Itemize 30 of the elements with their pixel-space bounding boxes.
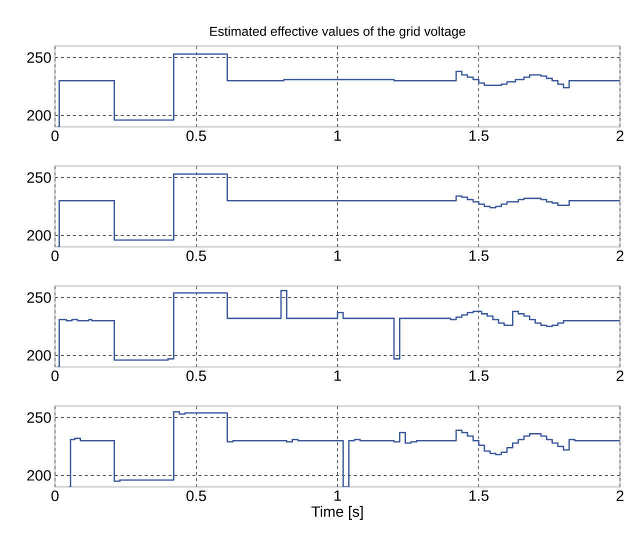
y-tick-label: 250 [27,292,51,303]
y-tick-label: 200 [27,470,51,481]
x-tick-label: 0.5 [186,490,206,502]
x-tick-label: 1.5 [470,370,489,381]
x-tick-label: 1.5 [470,490,489,501]
x-tick-label: 2 [616,250,624,261]
y-tick-label: 200 [27,110,51,121]
x-tick-label: 1.5 [470,130,489,141]
x-tick-label: 2 [616,490,624,501]
y-tick-label: 200 [27,350,51,361]
x-tick-label: 0.5 [186,130,206,142]
x-tick-label: 1.5 [470,250,489,261]
x-tick-label: 0.5 [186,370,206,382]
x-tick-label: 0 [51,130,59,142]
y-tick-label: 250 [27,172,51,183]
x-tick-label: 2 [616,370,624,381]
y-tick-label: 250 [27,52,51,63]
chart-title: Estimated effective values of the grid voltage [210,26,466,38]
x-tick-label: 0 [51,370,59,382]
x-tick-label: 1 [334,490,341,501]
x-tick-label: 1 [334,130,341,141]
y-tick-label: 250 [27,412,51,423]
x-tick-label: 0 [51,490,59,502]
y-tick-label: 200 [27,230,51,241]
x-tick-label: 1 [334,250,341,261]
x-tick-label: 2 [616,130,624,141]
x-tick-label: 1 [334,370,341,381]
x-axis-title: Time [s] [312,506,363,520]
x-tick-label: 0 [51,250,59,262]
x-tick-label: 0.5 [186,250,206,262]
